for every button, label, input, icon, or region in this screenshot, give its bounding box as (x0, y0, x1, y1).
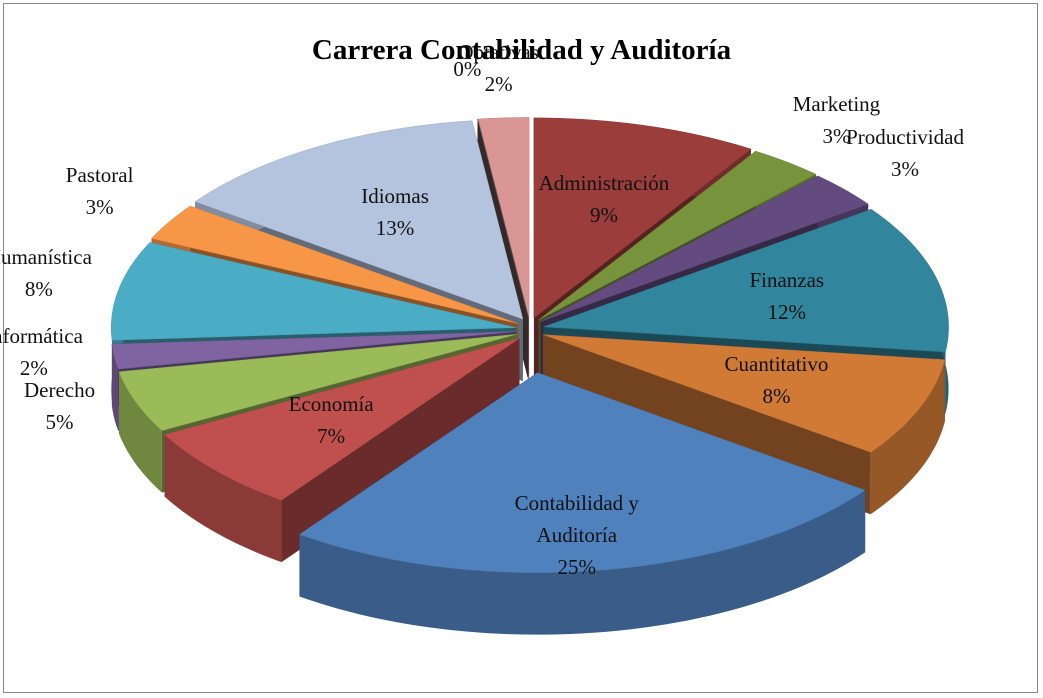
category-label: Humanística (0, 244, 92, 269)
slice-side (164, 434, 282, 563)
category-label: Administración (538, 170, 670, 195)
slice-label: Idiomas 13% (361, 180, 429, 244)
value-label: 3% (822, 124, 851, 149)
slice-side (870, 359, 945, 515)
slice (111, 242, 517, 341)
slice-label: 0% (453, 53, 481, 85)
value-label: 3% (85, 195, 114, 220)
slice (538, 150, 817, 321)
slice-label: Derecho 5% (24, 374, 95, 438)
slice (111, 331, 517, 370)
slice-label: Marketing 3% (793, 88, 880, 152)
value-label: 8% (762, 384, 791, 409)
value-label: 9% (589, 202, 618, 227)
value-label: 0% (453, 57, 482, 82)
slice (543, 209, 949, 353)
value-label: 2% (484, 71, 513, 96)
slice-side (299, 490, 866, 635)
slice-label: Productividad 3% (846, 121, 964, 185)
slice-label: Humanística 8% (0, 241, 92, 305)
category-label: Contabilidad y Auditoría (514, 491, 639, 548)
slice-label: Optativas 2% (458, 36, 538, 100)
slice (298, 372, 866, 573)
value-label: 13% (375, 216, 415, 241)
value-label: 25% (557, 555, 597, 580)
slice (164, 338, 520, 501)
chart-frame (3, 3, 1038, 693)
value-label: 8% (24, 276, 53, 301)
value-label: 5% (45, 409, 74, 434)
value-label: 7% (317, 424, 346, 449)
slice-label: Finanzas 12% (749, 264, 824, 328)
slice-label: Cuantitativo 8% (725, 348, 829, 412)
slice-side (119, 371, 162, 493)
category-label: Informática (0, 323, 83, 348)
slice-label: Pastoral 3% (66, 159, 134, 223)
category-label: Optativas (458, 39, 539, 64)
category-label: Cuantitativo (724, 352, 829, 377)
value-label: 3% (891, 156, 920, 181)
slice-label: Contabilidad y Auditoría 25% (492, 487, 662, 583)
slice (151, 205, 519, 324)
slice-label: Informática 2% (0, 320, 83, 384)
slice-label: Administración 9% (539, 167, 670, 231)
value-label: 12% (767, 300, 807, 325)
slice (118, 334, 517, 431)
slice (478, 117, 530, 318)
slice-side (111, 344, 119, 432)
category-label: Economía (288, 392, 374, 417)
category-label: Pastoral (65, 163, 134, 188)
category-label: Derecho (23, 377, 96, 402)
category-label: Idiomas (361, 184, 429, 209)
slice (533, 117, 752, 319)
slice (542, 334, 946, 453)
chart-title: Carrera Contabilidad y Auditoría (311, 34, 732, 66)
slice (194, 120, 524, 320)
category-label: Marketing (792, 92, 881, 117)
slice-label: Economía 7% (289, 388, 374, 452)
category-label: Finanzas (749, 268, 825, 293)
category-label: Productividad (846, 124, 964, 149)
slice (540, 175, 869, 322)
value-label: 2% (19, 355, 48, 380)
